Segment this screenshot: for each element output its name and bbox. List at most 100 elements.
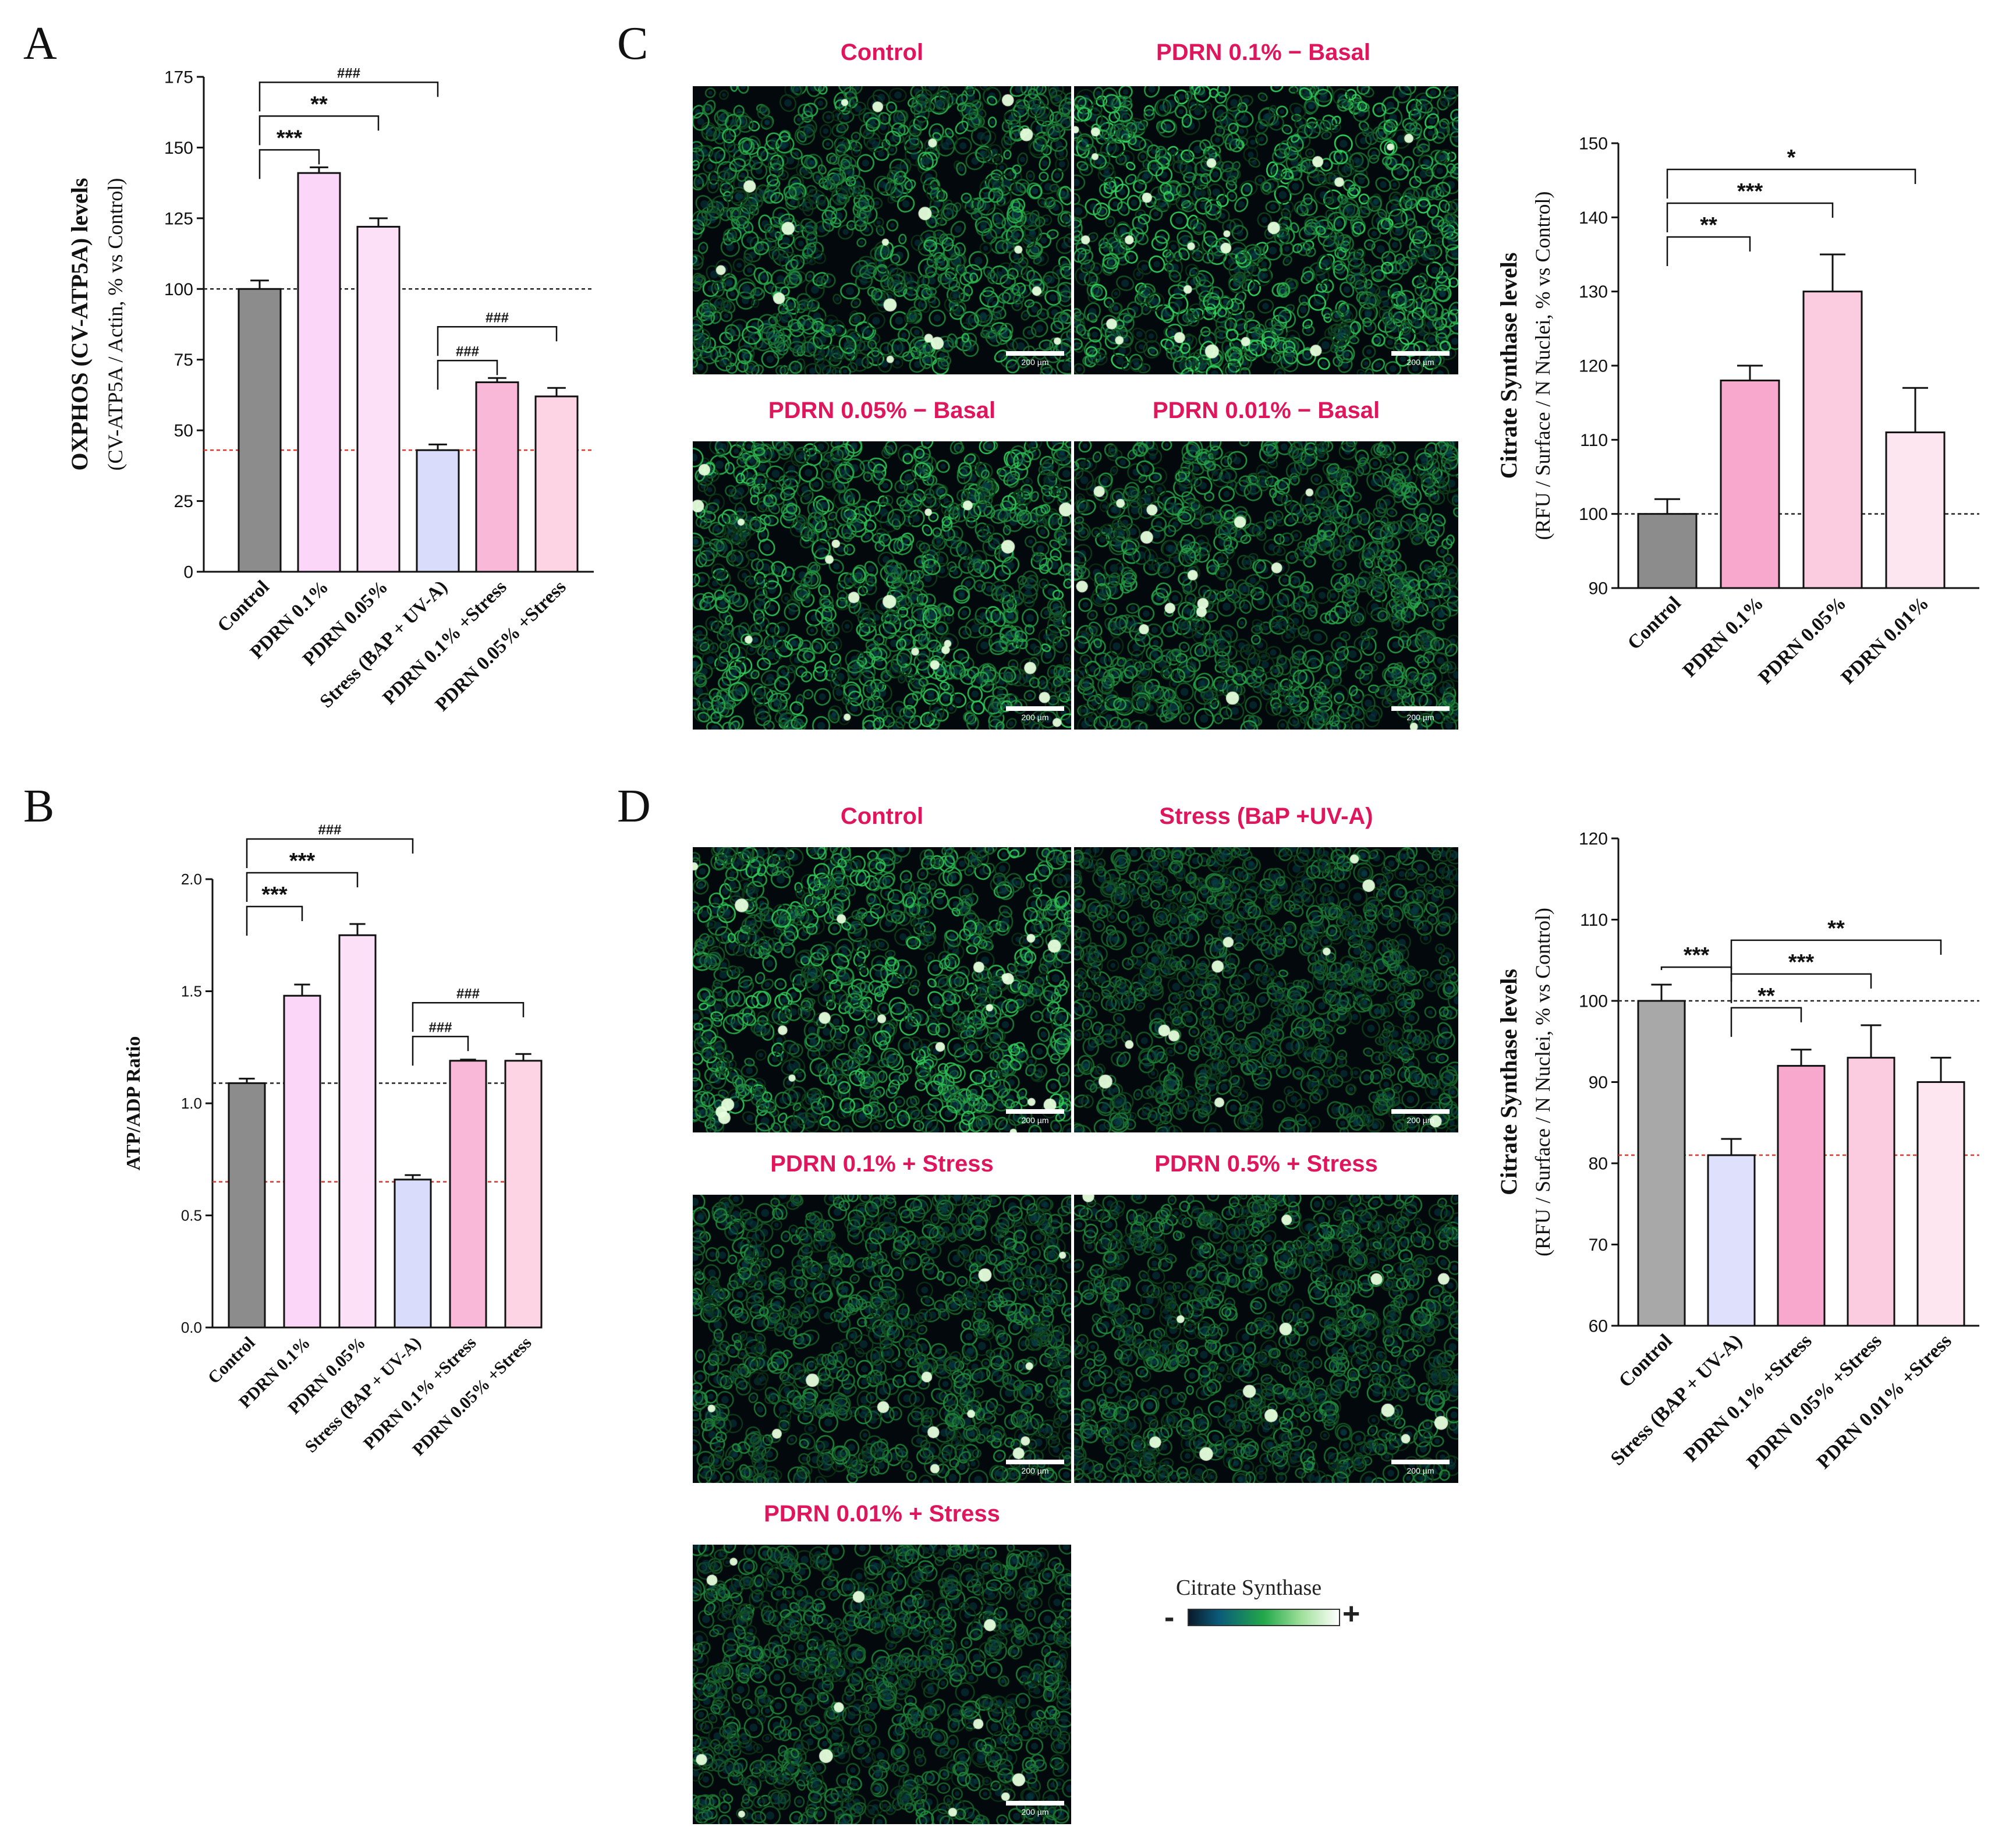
- y-tick-label: 110: [1580, 431, 1608, 450]
- bar: [1707, 1154, 1756, 1327]
- significance-bracket: [1730, 973, 1872, 1003]
- panel-letter-b: B: [23, 781, 55, 832]
- bar: [475, 381, 519, 573]
- y-tick-label: 75: [174, 351, 193, 370]
- significance-label: ###: [337, 65, 360, 81]
- x-category-label: Control: [214, 576, 274, 636]
- micrograph-image: 200 µm: [693, 86, 1071, 374]
- significance-label: ***: [1684, 943, 1710, 968]
- significance-label: **: [1758, 984, 1775, 1008]
- bar: [238, 288, 282, 573]
- scale-label: 200 µm: [1021, 713, 1049, 722]
- significance-bracket: [1730, 939, 1942, 969]
- significance-bracket: [1666, 236, 1751, 266]
- x-category-label: PDRN 0.01% +Stress: [1813, 1330, 1956, 1473]
- x-category-label: Control: [204, 1333, 259, 1388]
- scale-label: 200 µm: [1021, 1116, 1049, 1125]
- micrograph-title: PDRN 0.5% + Stress: [1154, 1151, 1378, 1177]
- significance-bracket: [246, 872, 359, 902]
- micrograph-image: 200 µm: [1074, 1195, 1458, 1483]
- bar: [1847, 1057, 1895, 1327]
- micrograph-image: 200 µm: [1074, 86, 1458, 374]
- y-tick-label: 2.0: [181, 870, 202, 888]
- colorbar-plus-sign: +: [1342, 1597, 1360, 1631]
- bar: [1637, 513, 1698, 589]
- bar: [504, 1060, 543, 1329]
- y-axis-title: Citrate Synthase levels: [1496, 253, 1522, 479]
- bar: [1885, 431, 1946, 589]
- scale-label: 200 µm: [1406, 1116, 1434, 1125]
- significance-label: ***: [289, 849, 316, 873]
- scale-bar: [1006, 706, 1064, 711]
- significance-bracket: [437, 360, 498, 390]
- significance-label: ***: [1788, 950, 1815, 975]
- significance-label: ###: [456, 986, 480, 1001]
- y-axis-title: OXPHOS (CV-ATP5A) levels: [66, 178, 93, 471]
- scale-bar: [1391, 1460, 1450, 1464]
- significance-label: **: [1700, 213, 1717, 238]
- significance-bracket: [1666, 168, 1916, 199]
- y-tick-label: 125: [164, 209, 193, 228]
- significance-label: ###: [318, 822, 341, 838]
- bar: [1720, 379, 1780, 589]
- y-axis-subtitle: (RFU / Surface / N Nuclei, % vs Control): [1531, 192, 1554, 540]
- panel-letter-c: C: [617, 18, 649, 69]
- micrograph-image: 200 µm: [1074, 847, 1458, 1132]
- significance-bracket: [246, 905, 303, 936]
- bar: [1637, 1000, 1686, 1327]
- significance-bracket: [1660, 966, 1732, 982]
- bar: [356, 225, 401, 573]
- scale-bar: [1391, 706, 1450, 711]
- y-tick-label: 100: [1579, 505, 1608, 524]
- y-tick-label: 1.5: [181, 983, 202, 1000]
- y-tick-label: 130: [1579, 282, 1608, 302]
- significance-label: **: [1827, 916, 1845, 941]
- bar: [416, 449, 460, 573]
- y-axis-title: ATP/ADP Ratio: [123, 1036, 144, 1171]
- panel-letter-d: D: [617, 781, 651, 832]
- significance-label: ***: [277, 126, 303, 150]
- scale-bar: [1391, 1109, 1450, 1114]
- x-category-label: PDRN 0.05%: [1755, 592, 1851, 688]
- micrograph-title: Control: [840, 40, 924, 65]
- y-tick-label: 110: [1580, 911, 1608, 930]
- y-tick-label: 120: [1579, 357, 1608, 376]
- bar: [1802, 291, 1863, 589]
- bar: [449, 1060, 487, 1329]
- significance-bracket: [258, 149, 320, 179]
- y-tick-label: 25: [174, 492, 193, 511]
- significance-bracket: [246, 838, 414, 868]
- x-category-label: PDRN 0.1%: [1679, 592, 1768, 681]
- scale-label: 200 µm: [1021, 357, 1049, 367]
- micrograph-title: Control: [840, 803, 924, 829]
- significance-label: ###: [428, 1019, 452, 1035]
- bar: [297, 172, 341, 573]
- significance-label: ###: [456, 344, 479, 359]
- y-tick-label: 100: [164, 280, 193, 299]
- bar: [394, 1178, 432, 1329]
- scale-label: 200 µm: [1021, 1807, 1049, 1817]
- micrograph-image: 200 µm: [693, 441, 1071, 730]
- y-tick-label: 140: [1579, 208, 1608, 228]
- scale-label: 200 µm: [1406, 1466, 1434, 1475]
- micrograph-image: 200 µm: [1074, 441, 1458, 730]
- micrograph-title: PDRN 0.01% − Basal: [1152, 398, 1380, 423]
- y-tick-label: 150: [164, 139, 193, 158]
- x-category-label: Control: [1624, 592, 1685, 654]
- bar: [534, 395, 579, 573]
- y-tick-label: 60: [1589, 1317, 1608, 1336]
- colorbar-minus-sign: -: [1164, 1601, 1175, 1634]
- x-category-label: Control: [1615, 1330, 1677, 1392]
- bar: [228, 1082, 266, 1329]
- significance-bracket: [437, 326, 558, 356]
- bar: [1777, 1065, 1826, 1327]
- y-tick-label: 0: [183, 563, 193, 582]
- significance-label: ***: [261, 883, 288, 907]
- y-tick-label: 100: [1579, 992, 1608, 1011]
- micrograph-title: PDRN 0.05% − Basal: [768, 398, 996, 423]
- y-tick-label: 90: [1589, 579, 1608, 599]
- x-category-label: PDRN 0.1% +Stress: [1680, 1330, 1816, 1466]
- micrograph-image: 200 µm: [693, 1545, 1071, 1824]
- scale-label: 200 µm: [1406, 357, 1434, 367]
